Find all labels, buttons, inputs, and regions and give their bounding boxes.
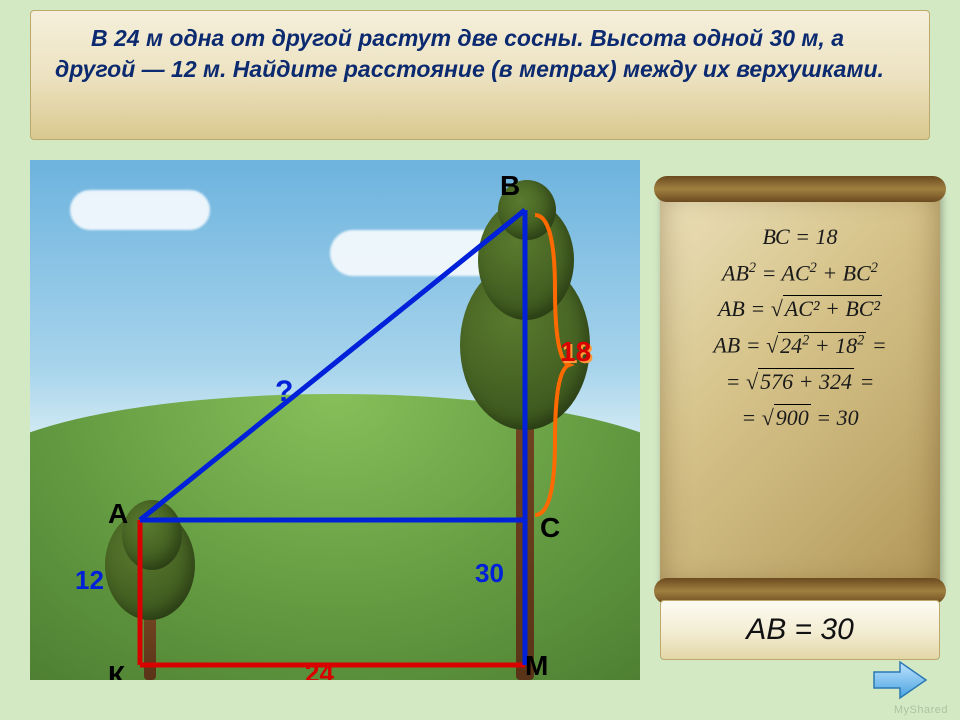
label-q: ? bbox=[275, 375, 293, 409]
tree-large bbox=[450, 200, 600, 680]
sol-eq1: AB2 = AC2 + BC2 bbox=[678, 260, 922, 286]
answer-box: АВ = 30 bbox=[660, 600, 940, 660]
sol-bc: ВС = 18 bbox=[678, 224, 922, 250]
point-c: С bbox=[540, 512, 560, 544]
crown bbox=[122, 500, 182, 570]
label-24: 24 bbox=[305, 658, 334, 680]
watermark: MyShared bbox=[894, 704, 948, 716]
problem-text: В 24 м одна от другой растут две сосны. … bbox=[55, 23, 905, 85]
sol-eq2: AB = √AC² + BC² bbox=[678, 296, 922, 322]
cloud bbox=[70, 190, 210, 230]
point-m: М bbox=[525, 650, 548, 680]
answer-text: АВ = 30 bbox=[746, 613, 854, 647]
next-arrow[interactable] bbox=[870, 658, 930, 702]
sol-eq5: = √900 = 30 bbox=[678, 405, 922, 431]
sol-eq4: = √576 + 324 = bbox=[678, 369, 922, 395]
label-18: 18 bbox=[560, 336, 591, 368]
diagram-scene: А В С К М 12 30 24 ? 18 18 bbox=[30, 160, 640, 680]
label-12: 12 bbox=[75, 565, 104, 596]
sol-eq3: AB = √242 + 182 = bbox=[678, 332, 922, 358]
label-30: 30 bbox=[475, 558, 504, 589]
point-k: К bbox=[108, 660, 125, 680]
solution-scroll: ВС = 18 AB2 = AC2 + BC2 AB = √AC² + BC² … bbox=[660, 190, 940, 590]
point-a: А bbox=[108, 498, 128, 530]
problem-header: В 24 м одна от другой растут две сосны. … bbox=[30, 10, 930, 140]
point-b: В bbox=[500, 170, 520, 202]
